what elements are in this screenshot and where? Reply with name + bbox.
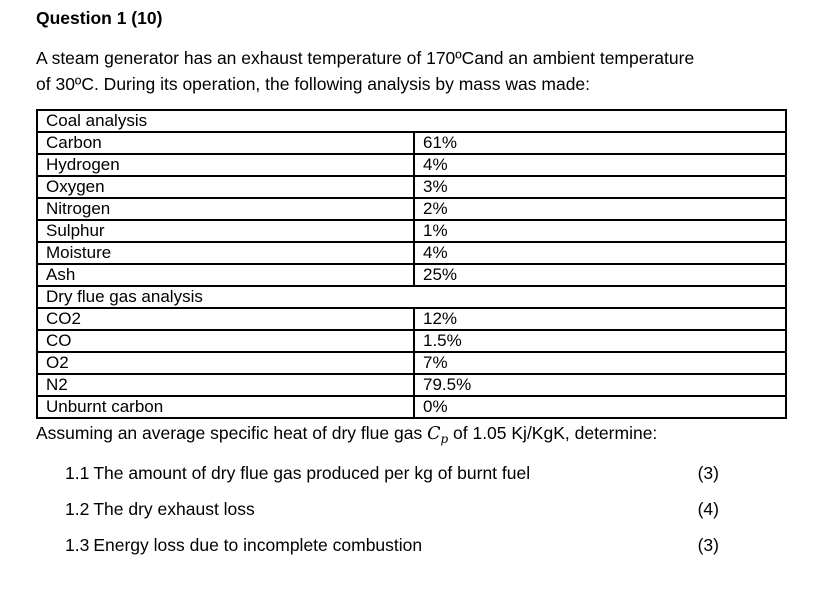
row-value: 1% <box>412 219 788 243</box>
row-label: Sulphur <box>36 219 415 243</box>
questions-list: 1.1 The amount of dry flue gas produced … <box>36 462 785 557</box>
section-header: Dry flue gas analysis <box>35 285 788 309</box>
row-label: Ash <box>36 263 415 287</box>
table-row: Unburnt carbon 0% <box>36 395 788 419</box>
row-value: 61% <box>412 131 788 155</box>
row-value: 4% <box>412 153 788 177</box>
question-marks: (4) <box>697 499 719 519</box>
table-row: Carbon 61% <box>36 131 788 155</box>
table-section-row: Dry flue gas analysis <box>35 285 788 309</box>
row-value: 7% <box>412 351 788 375</box>
row-label: Oxygen <box>36 175 415 199</box>
question-number: 1.2 <box>65 499 90 519</box>
cp-symbol-subscript: p <box>440 432 449 446</box>
question-marks: (3) <box>697 463 719 483</box>
assumption-before: Assuming an average specific heat of dry… <box>36 423 428 443</box>
table-row: Moisture 4% <box>36 241 788 265</box>
page-title: Question 1 (10) <box>36 8 163 28</box>
table-row: Sulphur 1% <box>36 219 788 243</box>
row-label: Nitrogen <box>36 197 415 221</box>
question-marks: (3) <box>697 535 719 555</box>
analysis-table: Coal analysis Carbon 61% Hydrogen 4% Oxy… <box>35 109 788 419</box>
row-value: 25% <box>412 263 788 287</box>
row-label: Carbon <box>36 131 415 155</box>
table-row: N2 79.5% <box>36 373 788 397</box>
intro-line-2: of 30ºC. During its operation, the follo… <box>36 74 591 94</box>
assumption-paragraph: Assuming an average specific heat of dry… <box>36 421 785 446</box>
table-row: Hydrogen 4% <box>36 153 788 177</box>
row-label: CO <box>36 329 415 353</box>
cp-symbol-main: C <box>427 424 441 444</box>
row-value: 0% <box>412 395 788 419</box>
row-value: 1.5% <box>412 329 788 353</box>
question-text: The amount of dry flue gas produced per … <box>93 463 531 483</box>
question-number: 1.1 <box>65 463 90 483</box>
intro-line-1: A steam generator has an exhaust tempera… <box>36 48 695 68</box>
table-row: CO 1.5% <box>36 329 788 353</box>
row-label: Unburnt carbon <box>36 395 415 419</box>
cp-symbol: Cp <box>427 423 449 446</box>
question-text: Energy loss due to incomplete combustion <box>93 535 423 555</box>
row-label: CO2 <box>36 307 415 331</box>
question-item: 1.3 Energy loss due to incomplete combus… <box>36 534 785 557</box>
assumption-after: of 1.05 Kj/KgK, determine: <box>448 423 658 443</box>
intro-paragraph: A steam generator has an exhaust tempera… <box>36 45 785 97</box>
row-value: 2% <box>412 197 788 221</box>
row-label: Moisture <box>36 241 415 265</box>
question-item: 1.2 The dry exhaust loss (4) <box>36 498 785 521</box>
table-row: CO2 12% <box>36 307 788 331</box>
row-label: O2 <box>36 351 415 375</box>
question-number: 1.3 <box>65 535 90 555</box>
table-row: Nitrogen 2% <box>36 197 788 221</box>
row-value: 4% <box>412 241 788 265</box>
table-row: Oxygen 3% <box>36 175 788 199</box>
row-value: 79.5% <box>412 373 788 397</box>
table-section-row: Coal analysis <box>35 109 788 133</box>
section-header: Coal analysis <box>35 109 788 133</box>
table-row: Ash 25% <box>36 263 788 287</box>
question-item: 1.1 The amount of dry flue gas produced … <box>36 462 785 485</box>
row-label: Hydrogen <box>36 153 415 177</box>
row-value: 12% <box>412 307 788 331</box>
row-label: N2 <box>36 373 415 397</box>
question-text: The dry exhaust loss <box>93 499 255 519</box>
row-value: 3% <box>412 175 788 199</box>
table-row: O2 7% <box>36 351 788 375</box>
